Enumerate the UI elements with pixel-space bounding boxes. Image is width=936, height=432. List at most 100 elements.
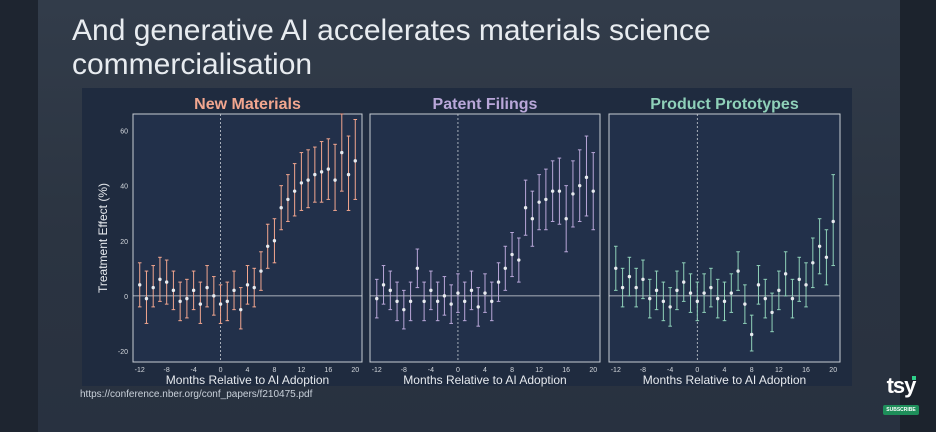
new-materials-x-tick-label: -12 bbox=[135, 367, 145, 374]
new-materials-y-axis-label: Treatment Effect (%) bbox=[96, 183, 110, 293]
patent-filings-point bbox=[530, 217, 535, 221]
new-materials-point bbox=[171, 288, 176, 293]
product-prototypes-point bbox=[661, 299, 666, 304]
patent-filings-point bbox=[571, 192, 575, 196]
product-prototypes-point bbox=[749, 332, 754, 337]
patent-filings-point bbox=[564, 217, 568, 221]
new-materials-point bbox=[340, 150, 344, 155]
new-materials-point bbox=[232, 288, 236, 293]
patent-filings-x-tick-label: -8 bbox=[401, 367, 407, 374]
new-materials-y-tick-label: -20 bbox=[118, 349, 128, 356]
product-prototypes-point bbox=[702, 291, 706, 295]
patent-filings-point bbox=[557, 189, 562, 193]
patent-filings-point bbox=[442, 294, 447, 298]
product-prototypes-point bbox=[797, 277, 801, 282]
new-materials-point bbox=[286, 197, 290, 202]
new-materials-point bbox=[299, 181, 304, 185]
product-prototypes-point bbox=[790, 296, 795, 301]
patent-filings-plot-area bbox=[369, 113, 601, 363]
new-materials-point bbox=[239, 307, 243, 312]
product-prototypes-point bbox=[709, 285, 713, 290]
patent-filings-x-axis-label: Months Relative to AI Adoption bbox=[403, 373, 566, 387]
product-prototypes-point bbox=[716, 296, 720, 301]
product-prototypes-point bbox=[756, 283, 761, 287]
product-prototypes-point bbox=[783, 272, 788, 276]
new-materials-plot-area bbox=[132, 113, 363, 363]
new-materials-point bbox=[346, 172, 351, 177]
new-materials-point bbox=[225, 299, 229, 304]
product-prototypes-point bbox=[817, 244, 822, 248]
patent-filings-x-tick-label: 4 bbox=[483, 367, 487, 374]
new-materials-point bbox=[144, 296, 149, 301]
product-prototypes-point bbox=[729, 291, 733, 295]
patent-filings-title: Patent Filings bbox=[433, 96, 538, 113]
product-prototypes-plot-area bbox=[608, 113, 841, 363]
product-prototypes-point bbox=[695, 299, 700, 304]
new-materials-point bbox=[164, 280, 169, 284]
new-materials-point bbox=[326, 167, 331, 171]
left-edge-bar bbox=[0, 0, 38, 432]
product-prototypes-x-tick-label: -4 bbox=[667, 367, 673, 374]
patent-filings-x-tick-label: 20 bbox=[589, 367, 597, 374]
new-materials-point bbox=[158, 277, 162, 282]
product-prototypes-point bbox=[763, 296, 767, 301]
new-materials-x-tick-label: -4 bbox=[191, 367, 197, 374]
product-prototypes-point bbox=[736, 269, 740, 273]
product-prototypes-point bbox=[824, 255, 829, 259]
product-prototypes-x-tick-label: 12 bbox=[775, 367, 783, 374]
patent-filings-point bbox=[388, 288, 392, 293]
patent-filings-point bbox=[456, 291, 460, 295]
patent-filings-point bbox=[381, 283, 386, 287]
product-prototypes-point bbox=[627, 274, 632, 279]
patent-filings-x-tick-label: 0 bbox=[456, 367, 460, 374]
product-prototypes-x-tick-label: 0 bbox=[695, 367, 699, 374]
new-materials-point bbox=[319, 170, 324, 174]
patent-filings-x-tick-label: -4 bbox=[428, 367, 434, 374]
source-link[interactable]: https://conference.nber.org/conf_papers/… bbox=[80, 389, 313, 400]
product-prototypes-point bbox=[620, 285, 625, 290]
product-prototypes-x-tick-label: 4 bbox=[723, 367, 727, 374]
new-materials-point bbox=[279, 205, 283, 210]
product-prototypes-x-tick-label: -12 bbox=[611, 367, 621, 374]
patent-filings-point bbox=[584, 175, 589, 180]
new-materials-point bbox=[178, 299, 182, 304]
new-materials-point bbox=[266, 244, 270, 248]
product-prototypes-point bbox=[641, 277, 645, 282]
patent-filings-point bbox=[537, 200, 541, 204]
product-prototypes-point bbox=[777, 288, 781, 293]
product-prototypes-point bbox=[831, 219, 835, 224]
product-prototypes-point bbox=[722, 299, 727, 304]
logo-accent-icon bbox=[912, 376, 916, 380]
new-materials-point bbox=[198, 302, 203, 306]
new-materials-x-axis-label: Months Relative to AI Adoption bbox=[166, 373, 329, 387]
new-materials-y-tick-label: 0 bbox=[124, 294, 128, 301]
new-materials-point bbox=[138, 283, 142, 287]
patent-filings-point bbox=[591, 189, 595, 193]
product-prototypes-point bbox=[682, 280, 686, 284]
new-materials-point bbox=[205, 285, 209, 290]
patent-filings-point bbox=[476, 305, 480, 309]
patent-filings-point bbox=[550, 189, 555, 193]
product-prototypes-x-tick-label: -8 bbox=[640, 367, 646, 374]
right-edge-bar bbox=[900, 0, 936, 432]
new-materials-point bbox=[151, 285, 155, 290]
product-prototypes-point bbox=[668, 305, 672, 309]
channel-logo[interactable]: tsy SUBSCRIBE bbox=[876, 374, 926, 416]
product-prototypes-point bbox=[675, 288, 679, 293]
patent-filings-point bbox=[510, 252, 514, 257]
new-materials-point bbox=[313, 172, 317, 177]
new-materials-y-tick-label: 60 bbox=[120, 129, 128, 136]
patent-filings-point bbox=[469, 288, 474, 293]
patent-filings-point bbox=[375, 296, 379, 301]
new-materials-point bbox=[252, 285, 256, 290]
patent-filings-x-tick-label: 16 bbox=[562, 367, 570, 374]
patent-filings-point bbox=[490, 299, 494, 304]
new-materials-point bbox=[292, 189, 297, 193]
patent-filings-point bbox=[429, 288, 433, 293]
logo-text: tsy bbox=[886, 373, 917, 398]
new-materials-x-tick-label: 4 bbox=[246, 367, 250, 374]
subscribe-badge[interactable]: SUBSCRIBE bbox=[883, 405, 919, 415]
new-materials-point bbox=[218, 302, 223, 306]
new-materials-point bbox=[272, 239, 277, 243]
new-materials-point bbox=[212, 294, 216, 298]
